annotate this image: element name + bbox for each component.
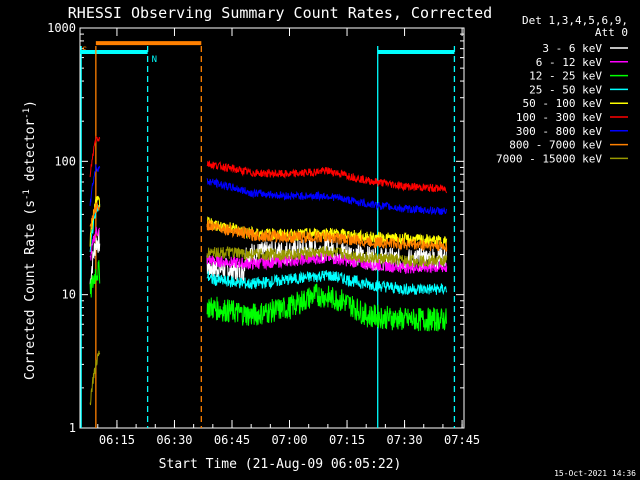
series-line — [89, 202, 448, 252]
axis-ticks: 1 10 100 1000 06:15 06:30 06:45 07:00 07:15 07:30… — [47, 21, 480, 447]
legend-entry-label: 3 - 6 keV — [542, 42, 602, 55]
footer-timestamp: 15-Oct-2021 14:36 — [554, 469, 636, 478]
legend-entry-label: 25 - 50 keV — [529, 83, 602, 96]
legend-header-line2: Att 0 — [595, 26, 628, 39]
x-axis-label: Start Time (21-Aug-09 06:05:22) — [159, 457, 402, 472]
flag-label: N — [152, 55, 157, 65]
x-tick-label: 06:45 — [214, 433, 250, 447]
legend-entry-label: 50 - 100 keV — [523, 97, 603, 110]
series-line — [89, 164, 448, 216]
legend-header-line1: Det 1,3,4,5,6,9, — [522, 14, 628, 27]
y-label-sup-a: -1 — [22, 189, 32, 200]
series-line — [89, 226, 448, 275]
series-line — [89, 246, 448, 406]
y-tick-label: 1 — [69, 421, 76, 435]
x-tick-label: 07:45 — [444, 433, 480, 447]
chart-title: RHESSI Observing Summary Count Rates, Co… — [68, 4, 492, 22]
flag-bars: SN — [80, 41, 455, 65]
x-tick-label: 07:00 — [271, 433, 307, 447]
y-label-part-c: ) — [23, 100, 38, 108]
y-axis-label: Corrected Count Rate (s-1 detector-1) — [22, 100, 38, 380]
series-line — [89, 135, 447, 194]
y-tick-label: 100 — [54, 154, 76, 168]
x-tick-label: 07:30 — [386, 433, 422, 447]
x-tick-label: 06:15 — [99, 433, 135, 447]
x-tick-label: 06:30 — [156, 433, 192, 447]
legend-entry-label: 12 - 25 keV — [529, 70, 602, 83]
y-tick-label: 10 — [62, 288, 76, 302]
y-tick-label: 1000 — [47, 21, 76, 35]
legend-entry-label: 100 - 300 keV — [516, 111, 602, 124]
y-label-part-b: detector — [23, 119, 38, 190]
y-label-sup-b: -1 — [22, 108, 32, 119]
legend-entry-label: 300 - 800 keV — [516, 125, 602, 138]
plot-frame — [79, 27, 465, 429]
x-tick-label: 07:15 — [329, 433, 365, 447]
legend-entry-label: 6 - 12 keV — [536, 56, 603, 69]
series-lines — [89, 135, 448, 406]
legend-entry-label: 800 - 7000 keV — [509, 139, 602, 152]
series-line — [89, 260, 447, 332]
legend-entry-label: 7000 - 15000 keV — [496, 152, 602, 165]
y-label-part-a: Corrected Count Rate (s — [23, 200, 38, 380]
